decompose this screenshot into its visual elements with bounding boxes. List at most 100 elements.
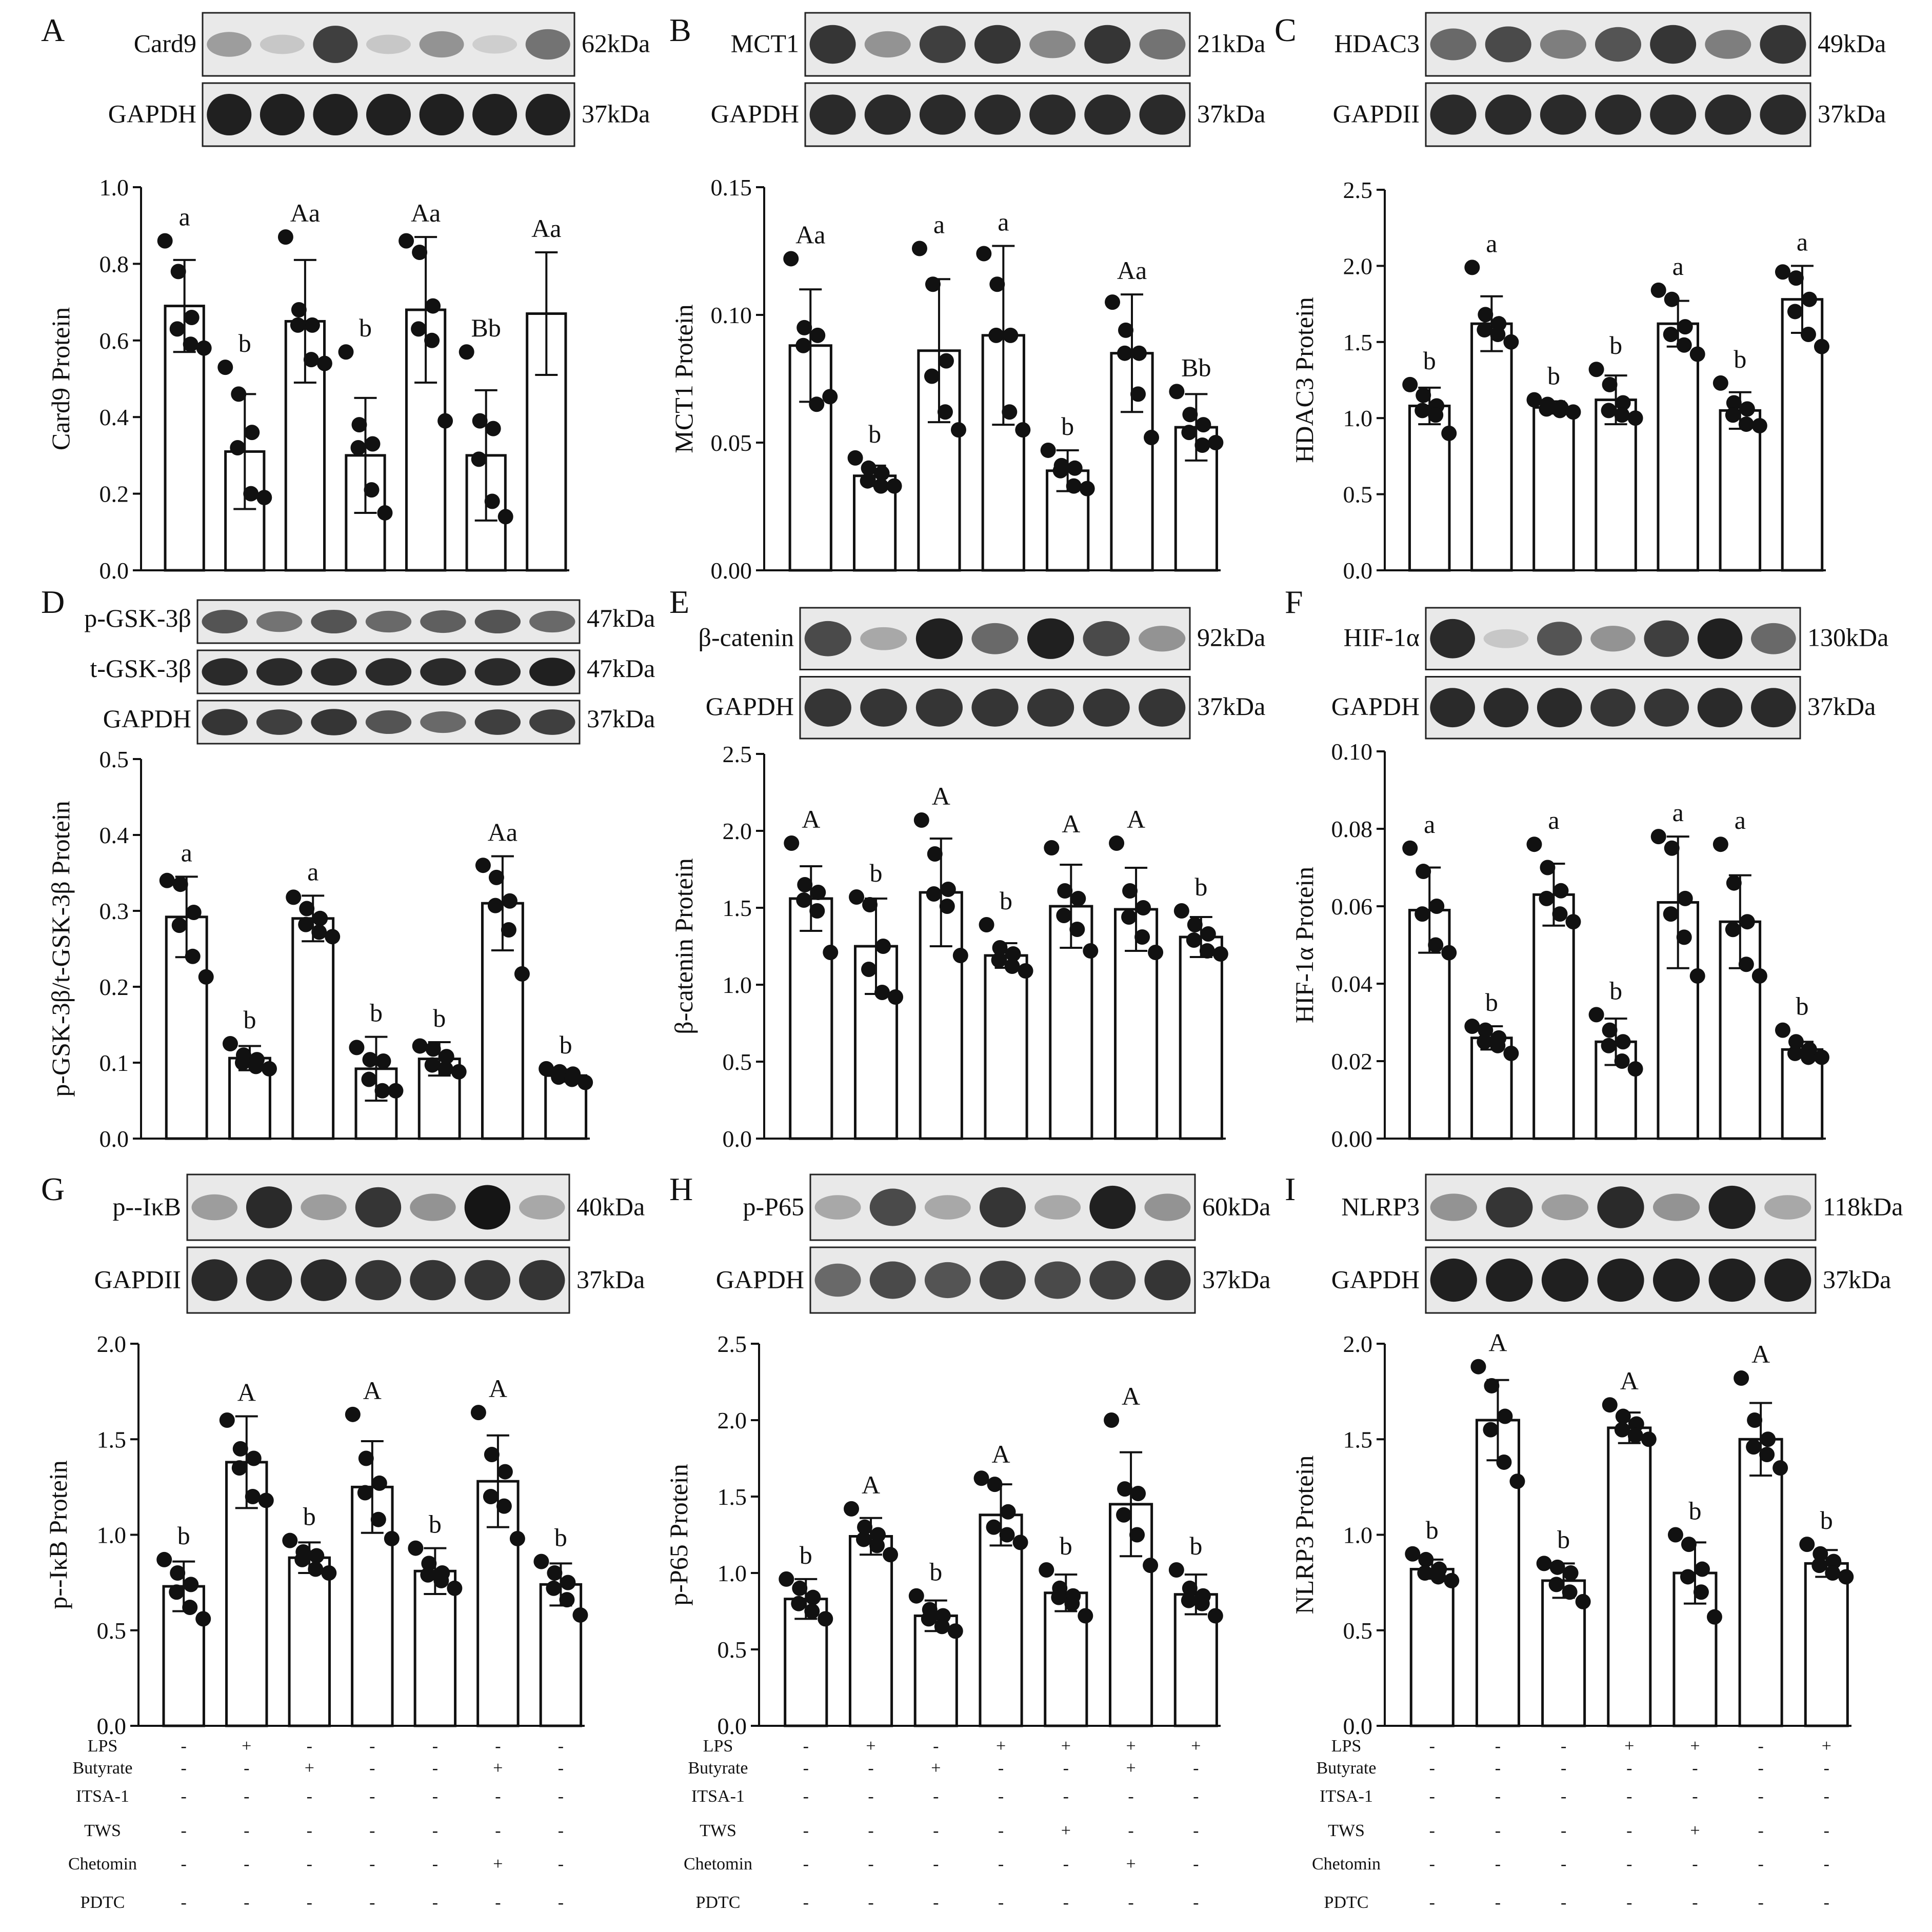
- treatment-mark: -: [1063, 1893, 1069, 1912]
- data-point: [159, 872, 175, 888]
- significance-label: b: [303, 1502, 316, 1531]
- treatment-mark: -: [1758, 1737, 1763, 1756]
- data-point: [886, 478, 902, 494]
- data-point: [551, 1069, 567, 1085]
- treatment-mark: -: [933, 1821, 939, 1840]
- blot-protein-label: β-catenin: [699, 623, 794, 652]
- data-point: [873, 478, 889, 494]
- significance-label: b: [1609, 331, 1622, 360]
- treatment-mark: -: [1626, 1855, 1632, 1874]
- data-point: [989, 276, 1005, 292]
- y-tick-label: 0.5: [99, 746, 129, 772]
- significance-label: a: [181, 838, 192, 867]
- data-point: [377, 505, 393, 521]
- data-point: [388, 1083, 404, 1099]
- blot-band: [1144, 1260, 1191, 1301]
- blot-band: [1089, 1185, 1136, 1229]
- blot-protein-label: HDAC3: [1334, 29, 1420, 57]
- bars: Ab Ab A Ab: [784, 782, 1228, 1140]
- data-point: [539, 1061, 554, 1077]
- data-point: [1788, 1034, 1804, 1050]
- data-point: [294, 1551, 310, 1567]
- blot-band: [365, 710, 412, 734]
- western-blot: HDAC3 49kDa GAPDII 37kDa: [1333, 12, 1886, 147]
- bar: [848, 1535, 893, 1727]
- blot-band: [420, 610, 466, 633]
- data-point: [1441, 945, 1457, 961]
- data-point: [195, 1611, 211, 1627]
- treatment-mark: -: [1495, 1893, 1501, 1912]
- significance-label: A: [1751, 1340, 1770, 1368]
- data-point: [988, 327, 1004, 343]
- data-point: [290, 317, 306, 333]
- significance-label: A: [1488, 1328, 1507, 1357]
- data-point: [1746, 1439, 1762, 1455]
- data-point: [1464, 260, 1480, 275]
- blot-band: [1697, 618, 1743, 659]
- data-point: [1441, 425, 1457, 441]
- data-point: [1464, 1019, 1480, 1034]
- treatment-mark: +: [493, 1759, 503, 1778]
- data-point: [875, 939, 891, 954]
- data-point: [1000, 1504, 1016, 1520]
- treatment-label: Chetomin: [68, 1855, 137, 1874]
- data-point: [1484, 1378, 1500, 1393]
- y-tick-label: 0.0: [99, 1126, 129, 1152]
- data-point: [940, 882, 956, 897]
- significance-label: b: [1734, 345, 1746, 373]
- data-point: [1003, 327, 1019, 343]
- western-blot: Card9 62kDa GAPDH 37kDa: [108, 12, 650, 147]
- data-point: [1169, 384, 1185, 400]
- treatment-mark: -: [307, 1855, 312, 1874]
- data-point: [371, 1475, 387, 1491]
- treatment-mark: +: [242, 1737, 251, 1756]
- treatment-mark: -: [1495, 1759, 1501, 1778]
- blot-band: [366, 94, 411, 135]
- data-point: [1015, 422, 1031, 438]
- data-point: [170, 1565, 186, 1581]
- blot-band: [529, 709, 575, 735]
- data-point: [1615, 1034, 1631, 1050]
- treatment-mark: -: [181, 1759, 187, 1778]
- axes: 0.0 0.5 1.0 1.5 2.0 2.5 β-catenin Protein: [669, 741, 1226, 1152]
- blot-band: [1595, 27, 1641, 62]
- blot-protein-label: MCT1: [731, 29, 799, 57]
- data-point: [1444, 1572, 1460, 1588]
- significance-label: A: [802, 805, 820, 833]
- data-point: [1429, 899, 1445, 914]
- blot-protein-label: GAPDH: [1331, 1265, 1420, 1293]
- blot-band: [1705, 30, 1751, 59]
- y-tick-label: 0.0: [1343, 557, 1373, 584]
- treatment-mark: +: [866, 1737, 875, 1756]
- data-point: [1509, 1473, 1525, 1489]
- axes: 0.0 0.5 1.0 1.5 2.0 p--IκB Protein: [44, 1331, 585, 1739]
- data-point: [261, 1061, 277, 1077]
- treatment-mark: +: [1690, 1737, 1700, 1756]
- blot-band: [1541, 1258, 1589, 1302]
- data-point: [1064, 1596, 1080, 1611]
- data-point: [286, 889, 302, 905]
- y-tick-label: 2.5: [723, 741, 752, 767]
- treatment-mark: +: [1690, 1821, 1700, 1840]
- data-point: [1676, 929, 1692, 945]
- blot-size-label: 118kDa: [1823, 1192, 1903, 1221]
- treatment-mark: +: [1126, 1737, 1136, 1756]
- treatment-label: ITSA-1: [1320, 1787, 1373, 1806]
- data-point: [1415, 403, 1430, 419]
- data-point: [437, 1061, 453, 1077]
- data-point: [560, 1575, 576, 1590]
- significance-label: a: [1548, 806, 1559, 834]
- blot-band: [1027, 618, 1074, 659]
- blot-band: [1029, 94, 1076, 135]
- treatment-mark: -: [1758, 1759, 1763, 1778]
- blot-band: [1430, 28, 1477, 61]
- treatment-mark: -: [1626, 1893, 1632, 1912]
- treatment-mark: -: [307, 1893, 312, 1912]
- significance-label: Bb: [471, 313, 501, 342]
- y-tick-label: 0.5: [97, 1618, 127, 1644]
- data-point: [451, 1064, 467, 1080]
- data-point: [1490, 326, 1506, 342]
- data-point: [1725, 922, 1741, 938]
- bars: b Ab Ab Ab: [156, 1374, 588, 1727]
